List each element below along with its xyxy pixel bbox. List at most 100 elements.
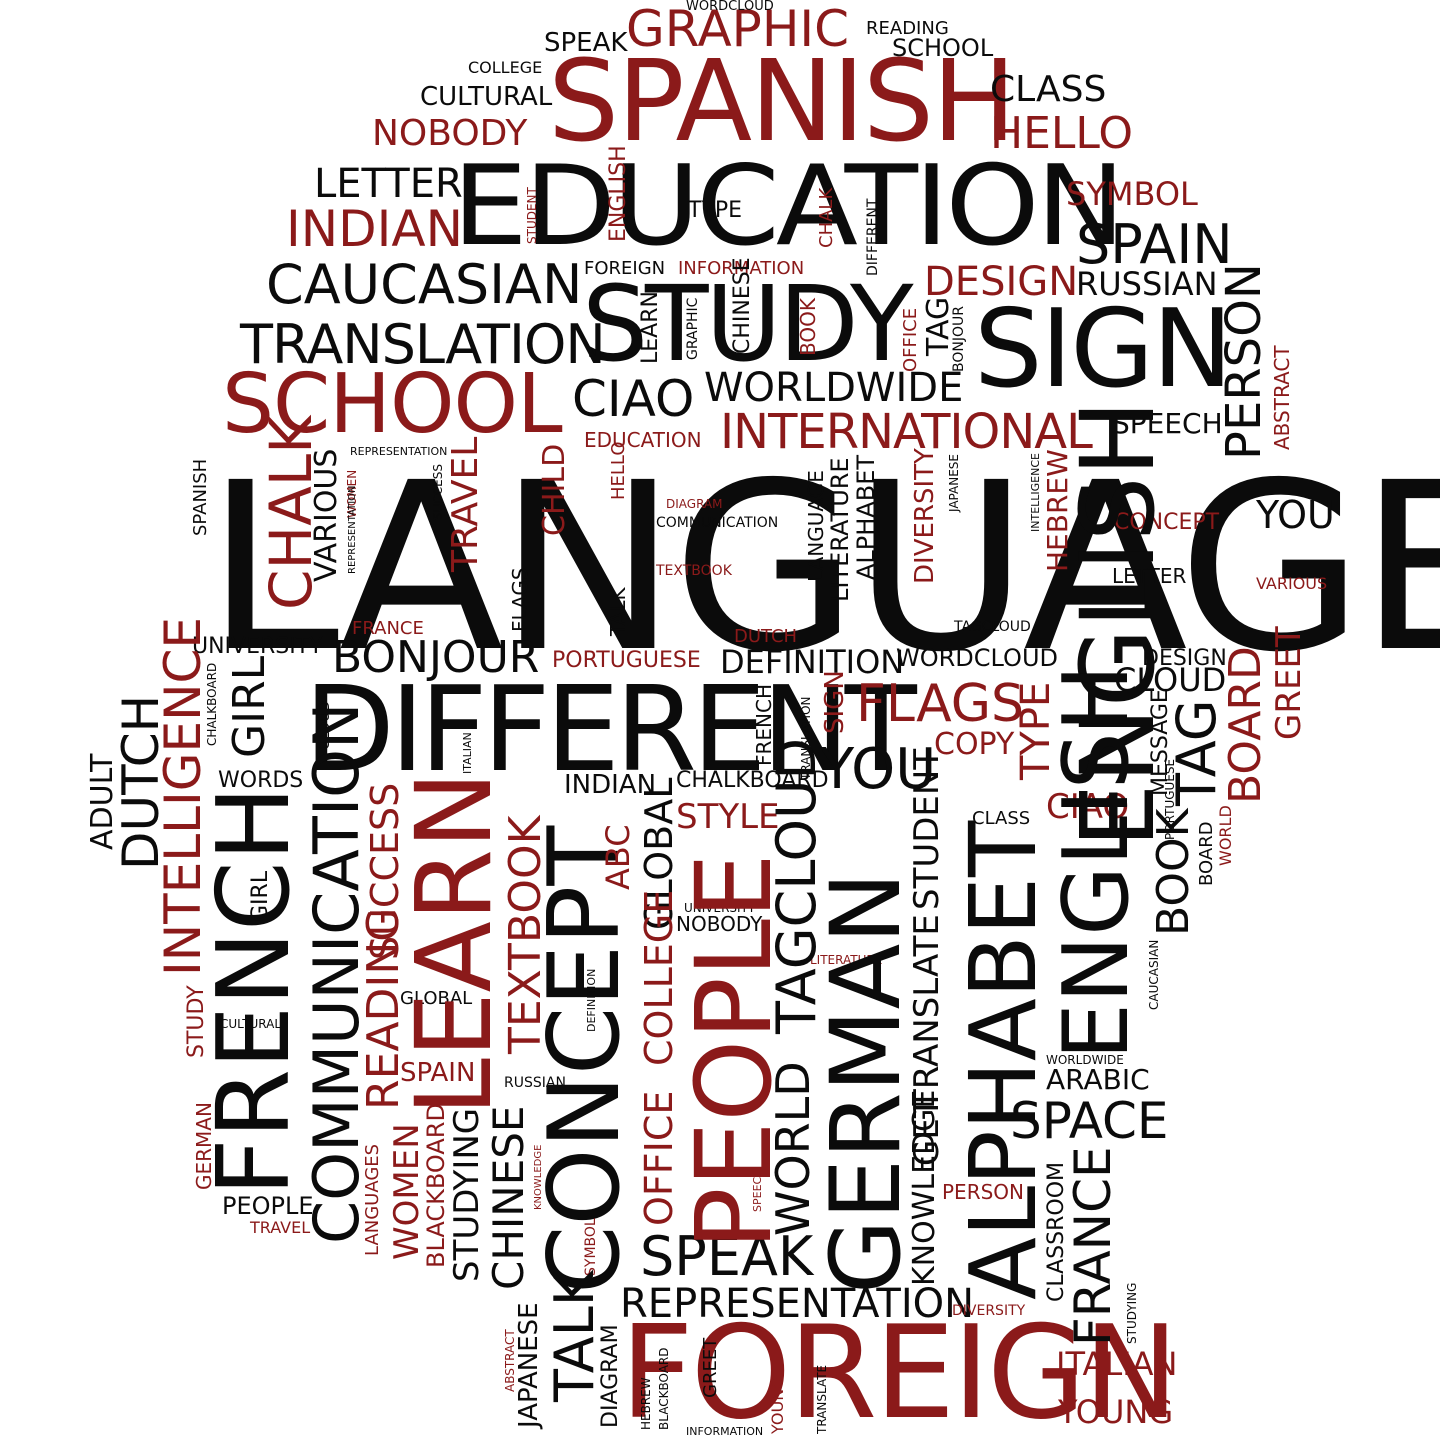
word-translate-bottom-v: TRANSLATE xyxy=(815,1364,829,1434)
word-japanese-v: JAPANESE xyxy=(947,454,961,512)
word-symbol: SYMBOL xyxy=(1066,175,1198,213)
word-alphabet-big-v: ALPHABET xyxy=(950,820,1057,1300)
word-wordcloud-top: WORDCLOUD xyxy=(686,0,774,14)
word-different-v: DIFFERENT xyxy=(865,198,881,276)
word-caucasian-v: CAUCASIAN xyxy=(1147,939,1161,1010)
word-book-v: BOOK xyxy=(796,298,820,356)
word-space: SPACE xyxy=(1010,1092,1169,1150)
word-chinese-v: CHINESE xyxy=(730,257,755,354)
word-letter-top: LETTER xyxy=(314,161,463,207)
word-nobody-small: NOBODY xyxy=(676,912,763,936)
word-indian-mid: INDIAN xyxy=(564,770,657,800)
word-definition: DEFINITION xyxy=(720,643,905,681)
word-global-small: GLOBAL xyxy=(400,988,473,1009)
word-abstract-v: ABSTRACT xyxy=(1270,345,1294,450)
word-spain-mid: SPAIN xyxy=(400,1058,476,1088)
word-translation: TRANSLATION xyxy=(240,313,606,376)
word-information-small: INFORMATION xyxy=(686,1425,764,1438)
word-foreign-small: FOREIGN xyxy=(584,258,666,279)
word-student-big-v: STUDENT xyxy=(907,748,947,910)
word-women-big-v: WOMEN xyxy=(387,1123,427,1260)
word-worldwide-top: WORLDWIDE xyxy=(704,365,964,411)
word-tag-big-v: TAG xyxy=(1165,699,1228,806)
word-languages-v: LANGUAGES xyxy=(362,1143,383,1256)
word-international: INTERNATIONAL xyxy=(720,404,1093,460)
word-hebrew-bottom-v: HEBREW xyxy=(639,1377,653,1430)
word-portuguese: PORTUGUESE xyxy=(552,648,701,673)
word-representation-v: REPRESENTATION xyxy=(347,485,358,574)
word-reading-top: READING xyxy=(866,18,949,39)
word-translate-v: TRANSLATE xyxy=(907,914,947,1110)
word-person-small: PERSON xyxy=(942,1180,1024,1204)
word-university-top: UNIVERSITY xyxy=(192,634,323,659)
word-blackboard-v: BLACKBOARD xyxy=(422,1103,450,1268)
word-student-v: STUDENT xyxy=(525,187,539,244)
word-class-mid: CLASS xyxy=(972,808,1031,829)
word-diagram-bottom-v: DIAGRAM xyxy=(598,1324,623,1428)
word-flags-v: FLAGS xyxy=(508,567,532,632)
word-foreign: FOREIGN xyxy=(620,1299,1179,1440)
word-board-v: BOARD xyxy=(1220,646,1271,804)
word-graphic: GRAPHIC xyxy=(626,0,850,58)
word-hello-top: HELLO xyxy=(990,108,1133,159)
word-college-top: COLLEGE xyxy=(468,58,543,77)
word-italian: ITALIAN xyxy=(1056,1345,1178,1383)
word-flags: FLAGS xyxy=(856,674,1025,734)
word-girl-small-v: GIRL xyxy=(248,870,273,922)
word-alphabet-v: ALPHABET xyxy=(852,454,880,580)
word-you-right: YOU xyxy=(1256,493,1335,537)
word-child-v: CHILD xyxy=(537,443,572,536)
word-diagram-small: DIAGRAM xyxy=(666,497,723,511)
word-design-mid: DESIGN xyxy=(1142,646,1227,671)
word-school: SCHOOL xyxy=(222,357,563,452)
word-knowledge-small-v: KNOWLEDGE xyxy=(533,1144,544,1210)
word-japanese-bottom-v: JAPANESE xyxy=(514,1302,544,1428)
word-speech-v: SPEECH xyxy=(751,1168,764,1212)
word-people-small: PEOPLE xyxy=(222,1192,314,1220)
word-literature-v: LITERATURE xyxy=(826,457,854,602)
word-english-huge-v: ENGLISH xyxy=(1044,664,1149,1060)
word-various-right: VARIOUS xyxy=(1256,574,1328,593)
word-german-small-v: GERMAN xyxy=(192,1102,216,1190)
word-communication-small: COMMUNICATION xyxy=(656,515,779,531)
word-language: LANGUAGE xyxy=(205,433,1440,703)
word-greet-v: GREET xyxy=(1269,626,1309,740)
word-french-big-v: FRENCH xyxy=(195,785,312,1196)
word-intelligence-v: INTELLIGENCE xyxy=(1029,453,1042,532)
word-cultural-small: CULTURAL xyxy=(220,1017,282,1031)
word-ciao-mid: CIAO xyxy=(1046,787,1130,827)
word-worldwide-small: WORLDWIDE xyxy=(1046,1053,1124,1067)
word-speech: SPEECH xyxy=(1112,407,1223,440)
word-blackboard-bottom-v: BLACKBOARD xyxy=(657,1347,671,1430)
word-bonjour-v: BONJOUR xyxy=(951,306,967,372)
word-classroom-v: CLASSROOM xyxy=(1044,1161,1069,1302)
word-words: WORDS xyxy=(218,768,304,793)
word-definition-v: DEFINITION xyxy=(585,968,598,1032)
word-graphic-v: GRAPHIC xyxy=(685,297,701,360)
word-nobody-top: NOBODY xyxy=(372,113,528,154)
word-chalk-v: CHALK xyxy=(816,187,837,248)
word-different: DIFFERENT xyxy=(304,660,917,798)
word-representation-bottom: REPRESENTATION xyxy=(620,1281,975,1327)
word-studying-v: STUDYING xyxy=(447,1107,487,1282)
word-wordcloud-mid: WORDCLOUD xyxy=(896,644,1058,672)
word-learn-big-v: LEARN xyxy=(393,771,515,1116)
word-textbook-small: TEXTBOOK xyxy=(656,563,732,579)
word-literature-small: LITERATURE xyxy=(810,953,883,967)
word-travel-v: TRAVEL xyxy=(445,436,486,572)
word-speak-top: SPEAK xyxy=(544,28,628,58)
word-type-top: TYPE xyxy=(688,198,743,223)
word-spain-top: SPAIN xyxy=(1076,213,1233,276)
word-diversity-v: DIVERSITY xyxy=(910,448,940,584)
word-office-v: OFFICE xyxy=(900,307,921,372)
word-study-v: STUDY xyxy=(184,985,209,1058)
word-dutch-small: DUTCH xyxy=(734,626,798,647)
word-bonjour: BONJOUR xyxy=(332,632,540,683)
word-concept-small: CONCEPT xyxy=(1114,510,1220,535)
word-chinese-big-v: CHINESE xyxy=(484,1105,533,1290)
word-english-v: ENGLISH xyxy=(606,145,631,242)
word-talk-mid-v: TALK xyxy=(606,587,630,636)
word-book-big-v: BOOK xyxy=(1148,808,1199,936)
word-spanish-v: SPANISH xyxy=(190,458,211,536)
word-tag-v: TAG xyxy=(921,296,956,356)
